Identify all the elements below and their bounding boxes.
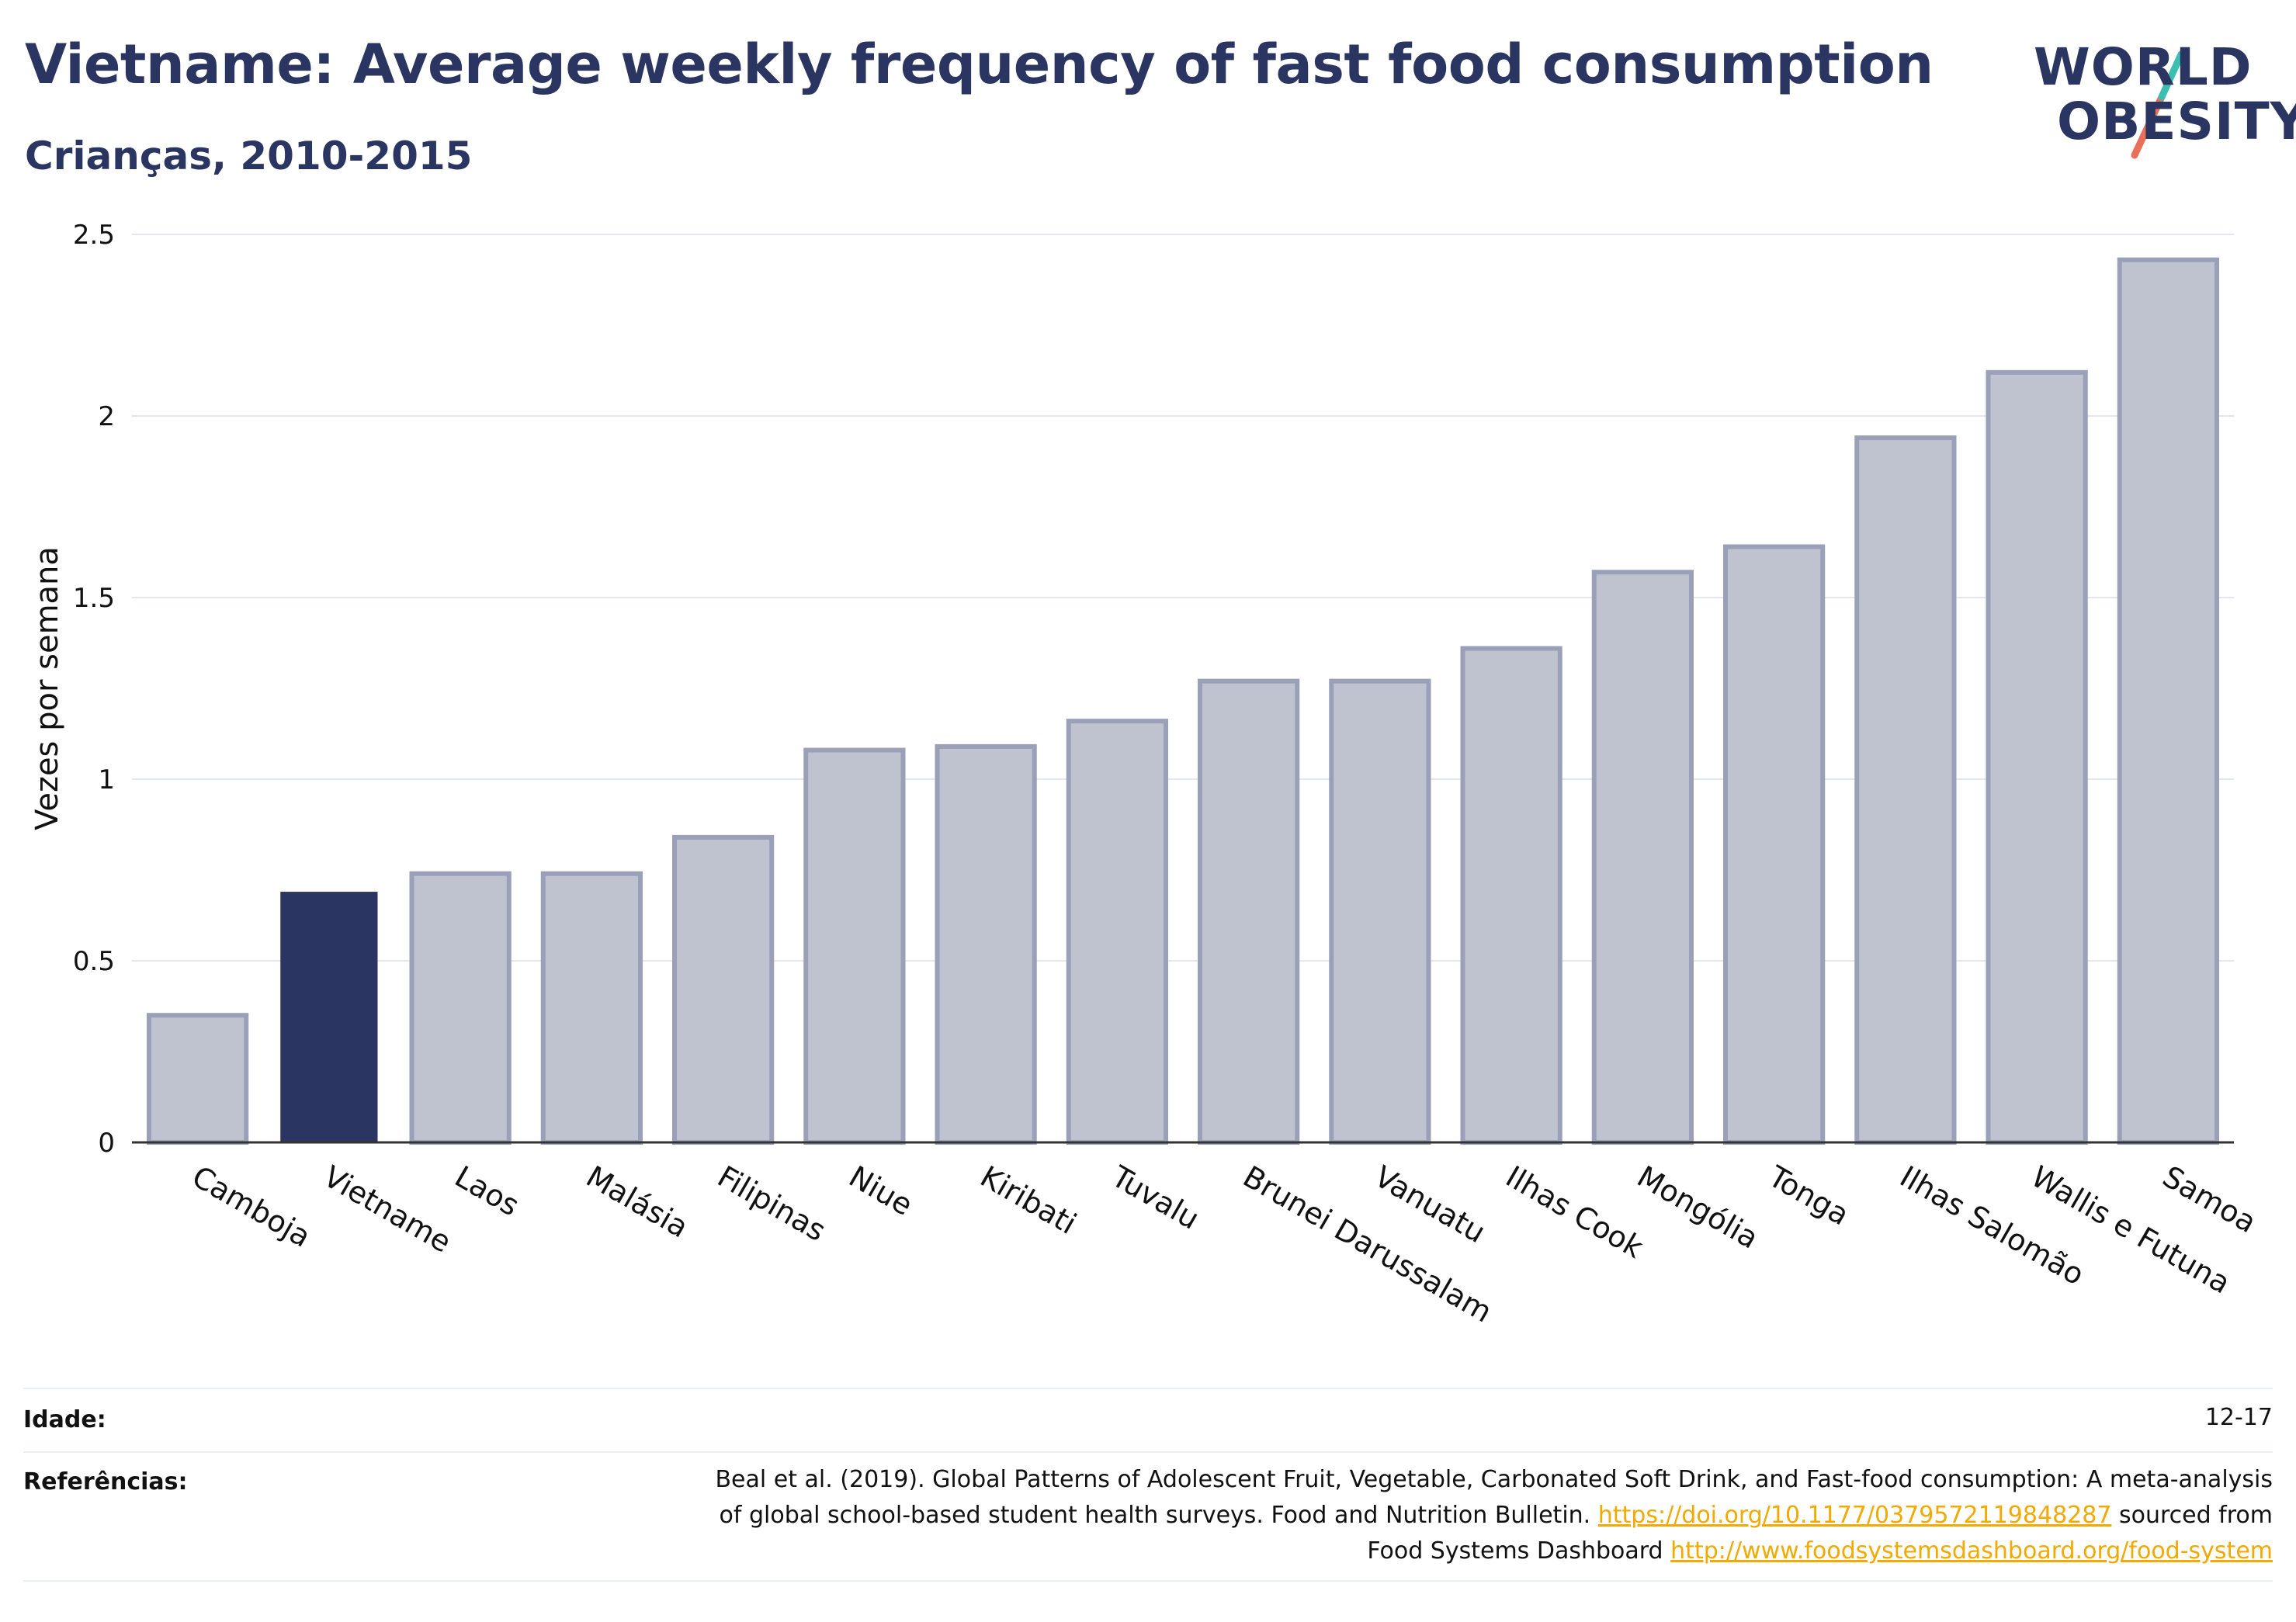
age-value: 12-17 (2204, 1404, 2273, 1431)
bar (935, 743, 1037, 1145)
x-tick-label: Laos (449, 1159, 525, 1223)
logo-text-obesity: OBESITY (2057, 92, 2296, 151)
doi-link[interactable]: https://doi.org/10.1177/0379572119848287 (1597, 1502, 2112, 1529)
y-tick-label: 1.5 (73, 583, 115, 614)
bar (1329, 678, 1431, 1145)
references-line-3: Food Systems Dashboard http://www.foodsy… (410, 1534, 2273, 1569)
y-tick-label: 0 (98, 1128, 115, 1159)
references-line-3-text: Food Systems Dashboard (1367, 1537, 1663, 1565)
x-tick-label: Filipinas (712, 1159, 831, 1248)
footer-divider-top (23, 1388, 2273, 1389)
x-tick-label: Camboja (186, 1159, 317, 1254)
footer-divider-bottom (23, 1580, 2273, 1582)
world-obesity-logo: WORLD OBESITY (2026, 23, 2296, 163)
references-line-2: of global school-based student health su… (410, 1498, 2273, 1534)
bar (409, 871, 512, 1145)
x-tick-label: Mongólia (1632, 1159, 1764, 1256)
y-tick-label: 2 (98, 401, 115, 432)
bar (1198, 678, 1300, 1145)
bar (280, 892, 378, 1142)
chart-title: Vietname: Average weekly frequency of fa… (25, 33, 1934, 96)
age-label: Idade: (23, 1406, 106, 1433)
footer-divider-middle (23, 1451, 2273, 1453)
x-tick-label: Tuvalu (1105, 1159, 1205, 1236)
x-tick-label: Samoa (2157, 1159, 2262, 1240)
age-row: Idade: 12-17 (23, 1404, 2273, 1442)
references-label: Referências: (23, 1468, 188, 1495)
y-axis-label: Vezes por semana (29, 546, 65, 830)
references-line-1: Beal et al. (2019). Global Patterns of A… (715, 1466, 2273, 1493)
bar (147, 1013, 249, 1145)
bar (1854, 435, 1957, 1145)
bar (1066, 719, 1168, 1145)
x-tick-label: Niue (843, 1159, 918, 1222)
references-row: Referências: Beal et al. (2019). Global … (23, 1466, 2273, 1575)
x-tick-label: Vietname (317, 1159, 456, 1260)
bar (803, 747, 906, 1145)
bar (1986, 369, 2088, 1145)
x-tick-label: Kiribati (975, 1159, 1083, 1241)
bar (1460, 646, 1562, 1145)
bar (540, 871, 643, 1145)
x-tick-label: Brunei Darussalam (1237, 1159, 1497, 1329)
x-tick-label: Malásia (581, 1159, 694, 1245)
references-line-2-tail: sourced from (2118, 1502, 2273, 1529)
x-tick-label: Ilhas Cook (1500, 1159, 1649, 1265)
bar (1723, 544, 1826, 1145)
logo-text-world: WORLD (2034, 37, 2253, 97)
bar (1591, 570, 1694, 1145)
bar-chart: 0 0.5 1 1.5 2 2.5 Vezes por semana Camboja Vietn… (29, 220, 2262, 1329)
references-text: Beal et al. (2019). Global Patterns of A… (410, 1462, 2273, 1569)
references-line-2-text: of global school-based student health su… (719, 1502, 1591, 1529)
logo-slash-icon (2131, 50, 2185, 159)
bar (2117, 257, 2219, 1145)
y-tick-label: 1 (98, 764, 115, 795)
y-tick-label: 0.5 (73, 946, 115, 977)
chart-subtitle: Crianças, 2010-2015 (25, 133, 473, 178)
y-tick-label: 2.5 (73, 220, 115, 251)
dashboard-link[interactable]: http://www.foodsystemsdashboard.org/food… (1670, 1537, 2273, 1565)
x-tick-label: Tonga (1762, 1159, 1854, 1232)
bar (672, 834, 775, 1145)
